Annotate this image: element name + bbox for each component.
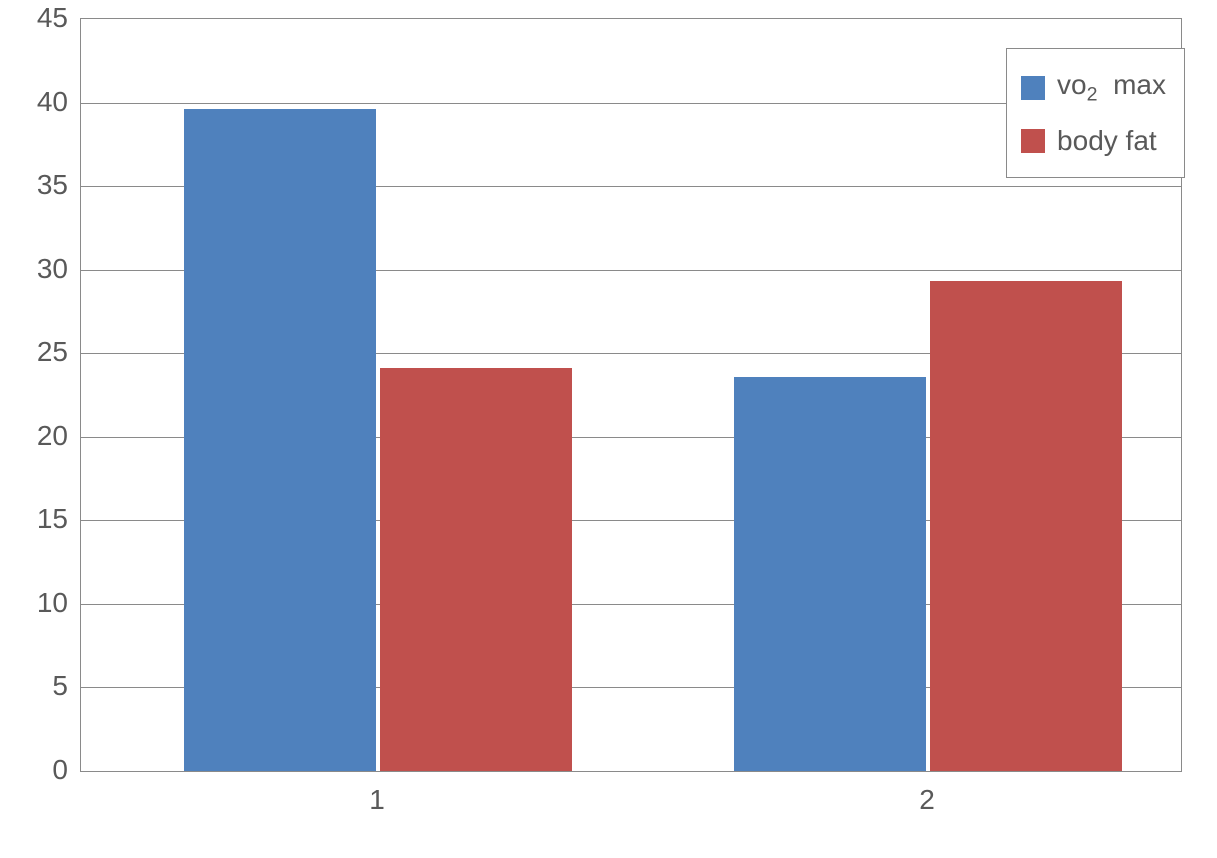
y-tick-label: 15 (37, 503, 68, 535)
bar-body_fat-2 (930, 281, 1123, 771)
legend-label: body fat (1057, 125, 1157, 157)
legend-swatch (1021, 76, 1045, 100)
bar-body_fat-1 (380, 368, 573, 771)
y-tick-label: 25 (37, 336, 68, 368)
y-tick-label: 40 (37, 86, 68, 118)
y-tick-label: 45 (37, 2, 68, 34)
x-tick-label: 1 (369, 784, 385, 816)
x-tick-label: 2 (919, 784, 935, 816)
legend-item-vo2_max: vo2 max (1021, 69, 1166, 107)
legend: vo2 max body fat (1006, 48, 1185, 178)
bar-vo2_max-1 (184, 109, 377, 771)
bar-vo2_max-2 (734, 377, 927, 771)
y-tick-label: 0 (52, 754, 68, 786)
legend-swatch (1021, 129, 1045, 153)
y-tick-label: 35 (37, 169, 68, 201)
y-tick-label: 10 (37, 587, 68, 619)
y-tick-label: 5 (52, 670, 68, 702)
legend-label: vo2 max (1057, 69, 1166, 107)
legend-item-body_fat: body fat (1021, 125, 1166, 157)
y-tick-label: 30 (37, 253, 68, 285)
bar-chart: 0 5 10 15 20 25 30 35 40 45 1 2 vo2 max body fat (0, 0, 1217, 858)
y-tick-label: 20 (37, 420, 68, 452)
